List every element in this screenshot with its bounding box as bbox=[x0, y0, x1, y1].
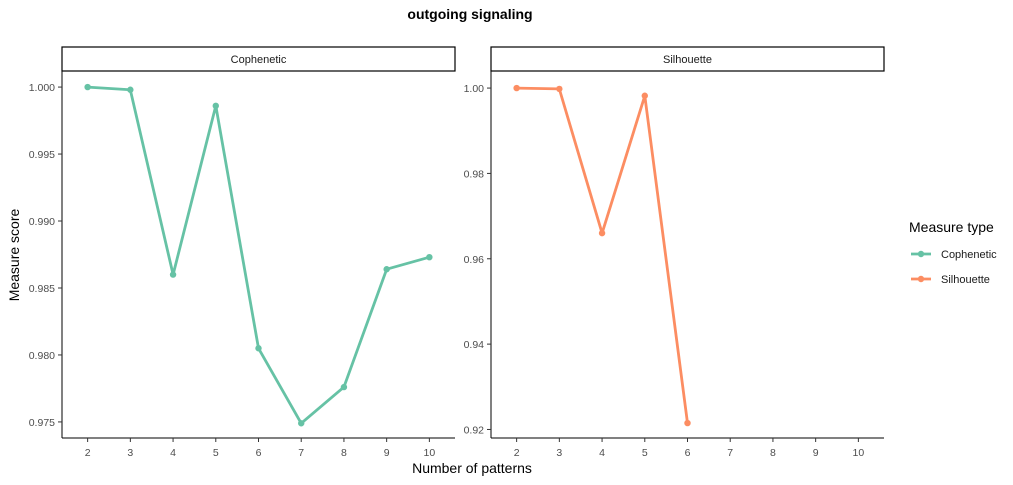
x-tick-label: 9 bbox=[384, 447, 390, 459]
legend-key-point bbox=[917, 250, 925, 258]
x-tick-label: 5 bbox=[642, 447, 648, 459]
y-tick-label: 0.990 bbox=[29, 216, 55, 228]
series-line-silhouette bbox=[515, 86, 689, 425]
data-point bbox=[598, 229, 606, 237]
y-tick-label: 0.995 bbox=[29, 149, 55, 161]
data-point bbox=[383, 266, 390, 273]
x-tick-label: 8 bbox=[770, 447, 776, 459]
y-axis-title: Measure score bbox=[6, 208, 22, 301]
y-tick-label: 0.98 bbox=[464, 168, 485, 180]
panels: Cophenetic0.9750.9800.9850.9900.9951.000… bbox=[29, 46, 885, 459]
data-point bbox=[298, 420, 305, 427]
panel-strip bbox=[490, 46, 885, 72]
x-tick-label: 9 bbox=[813, 447, 819, 459]
data-point bbox=[684, 419, 691, 427]
x-tick-label: 2 bbox=[514, 447, 520, 459]
data-point bbox=[340, 383, 348, 391]
x-tick-label: 7 bbox=[727, 447, 733, 459]
y-tick-label: 0.980 bbox=[29, 350, 55, 362]
data-point bbox=[212, 102, 219, 110]
x-tick-label: 2 bbox=[85, 447, 91, 459]
data-point bbox=[127, 86, 134, 93]
x-tick-label: 8 bbox=[341, 447, 347, 459]
legend-title: Measure type bbox=[909, 219, 994, 235]
panel-silhouette: Silhouette 0.92 0.94 0.96 0.98 1.00 2 3 4 5 6 7 8 9 10 bbox=[464, 46, 885, 459]
x-tick-label: 3 bbox=[127, 447, 133, 459]
legend-items: Cophenetic Silhouette bbox=[911, 249, 997, 286]
data-point bbox=[84, 83, 91, 91]
y-tick-label: 0.96 bbox=[464, 254, 485, 266]
y-tick-label: 0.92 bbox=[464, 424, 485, 436]
panel-cophenetic: Cophenetic 0.975 0.980 0.985 0.990 0.995 1.000… bbox=[29, 46, 456, 459]
data-point bbox=[255, 345, 262, 352]
x-tick-label: 3 bbox=[556, 447, 562, 459]
legend-item-cophenetic: Cophenetic bbox=[911, 249, 997, 261]
x-tick-label: 4 bbox=[599, 447, 605, 459]
data-point bbox=[426, 253, 433, 261]
x-tick-label: 6 bbox=[685, 447, 691, 459]
x-tick-label: 5 bbox=[213, 447, 219, 459]
series-line-cophenetic bbox=[86, 85, 431, 425]
x-tick-label: 7 bbox=[298, 447, 304, 459]
data-point bbox=[513, 84, 520, 92]
y-tick-label: 1.00 bbox=[464, 83, 485, 95]
x-tick-label: 10 bbox=[853, 447, 865, 459]
legend: Measure type Cophenetic Silhouette bbox=[909, 219, 997, 286]
legend-item-silhouette: Silhouette bbox=[911, 274, 990, 286]
y-tick-label: 0.94 bbox=[464, 339, 485, 351]
x-tick-label: 4 bbox=[170, 447, 176, 459]
y-tick-label: 1.000 bbox=[29, 82, 55, 94]
data-point bbox=[641, 92, 648, 99]
x-tick-label: 10 bbox=[424, 447, 436, 459]
legend-key-point bbox=[917, 275, 925, 283]
data-point bbox=[556, 85, 563, 93]
x-tick-label: 6 bbox=[256, 447, 262, 459]
panel-strip-label: Silhouette bbox=[663, 54, 712, 66]
panel-strip bbox=[61, 46, 456, 72]
legend-label: Silhouette bbox=[941, 274, 990, 286]
y-tick-label: 0.975 bbox=[29, 417, 55, 429]
x-axis-title: Number of patterns bbox=[412, 460, 532, 476]
data-point bbox=[169, 271, 177, 278]
chart-title: outgoing signaling bbox=[407, 6, 532, 22]
legend-label: Cophenetic bbox=[941, 249, 997, 261]
panel-strip-label: Cophenetic bbox=[231, 54, 287, 66]
y-tick-label: 0.985 bbox=[29, 283, 55, 295]
